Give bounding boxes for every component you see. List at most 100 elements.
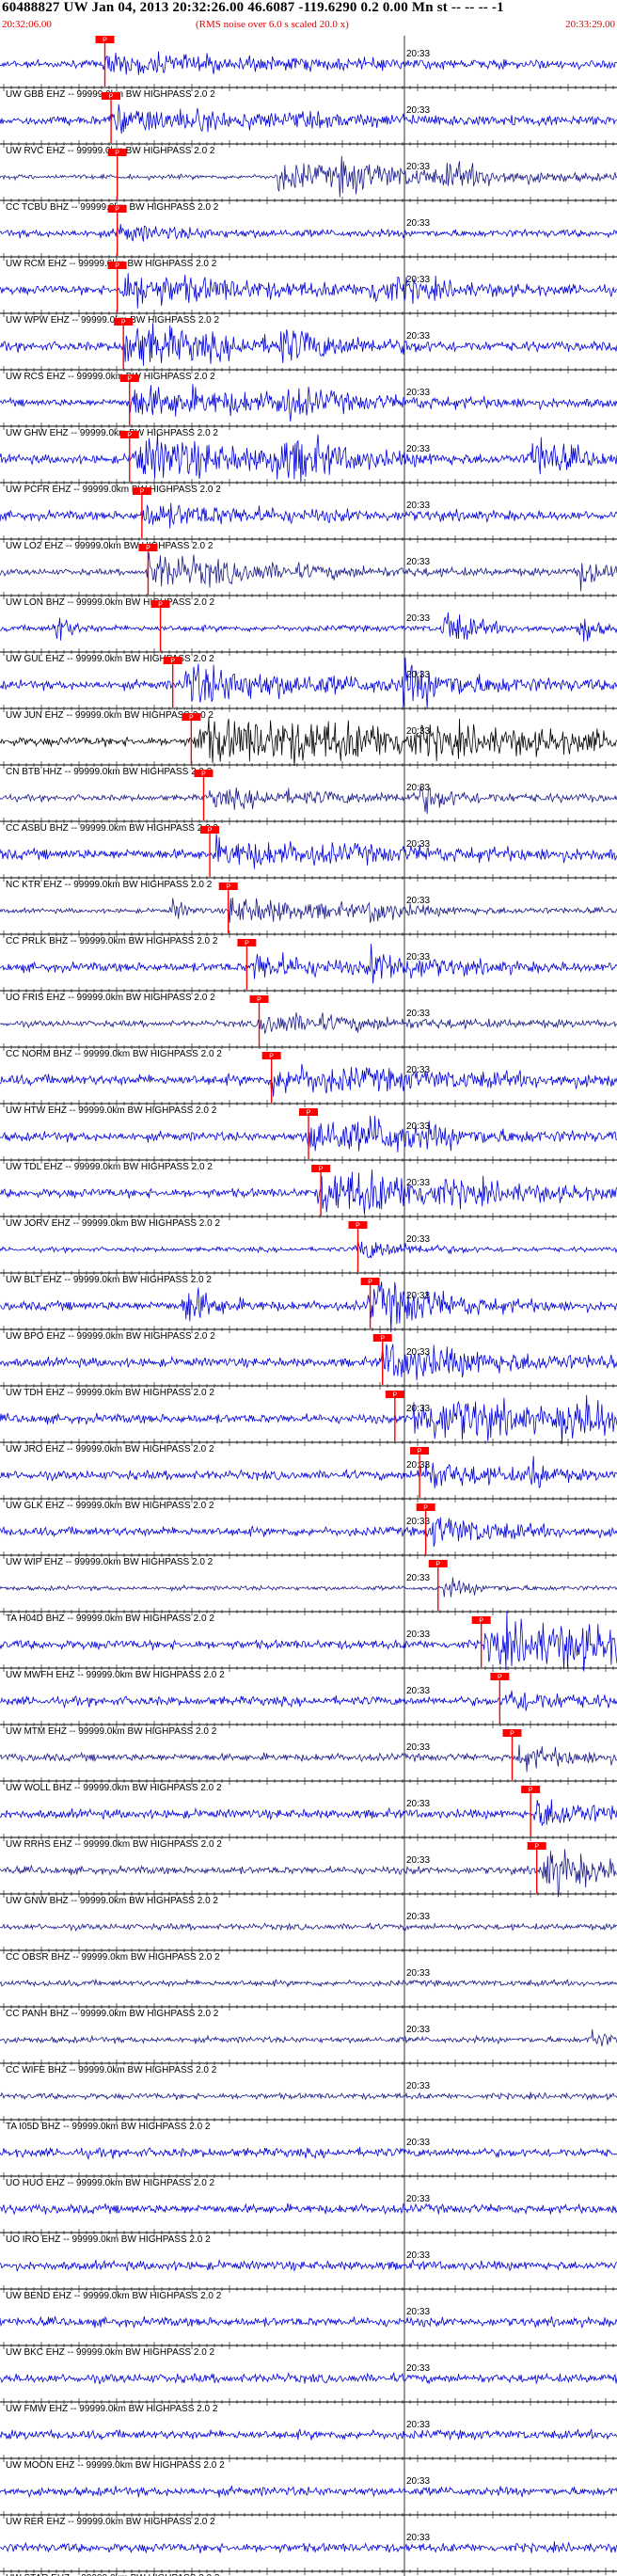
trace-axis-ticks	[3, 2568, 614, 2575]
station-label: UW TDL EHZ -- 99999.0km BW HIGHPASS 2.0 …	[6, 1162, 213, 1172]
station-label: UW BEND EHZ -- 99999.0km BW HIGHPASS 2.0…	[6, 2291, 222, 2301]
noise-note-label: (RMS noise over 6.0 s scaled 20.0 x)	[196, 19, 349, 30]
trace-row: P 20:33 UW TDL EHZ -- 99999.0km BW HIGHPAS…	[0, 1108, 617, 1172]
trace-axis-ticks	[3, 761, 614, 769]
p-pick-label: P	[479, 1618, 483, 1625]
p-pick-label: P	[115, 151, 119, 157]
station-label: CC WIFE BHZ -- 99999.0km BW HIGHPASS 2.0…	[6, 2065, 217, 2075]
p-pick-flag	[249, 995, 269, 1003]
waveform-trace	[0, 502, 617, 529]
station-label: UW RER EHZ -- 99999.0km BW HIGHPASS 2.0 …	[6, 2517, 215, 2527]
trace-axis-ticks	[3, 1721, 614, 1728]
waveform-trace	[0, 434, 617, 484]
p-pick-label: P	[418, 1449, 422, 1455]
waveform-trace	[0, 1063, 617, 1097]
p-pick-label: P	[189, 715, 194, 722]
trace-row: 20:33 UW BKC EHZ -- 99999.0km BW HIGHPASS…	[0, 2307, 617, 2358]
trace-row: 20:33 UO HUO EHZ -- 99999.0km BW HIGHPASS…	[0, 2138, 617, 2188]
p-pick-label: P	[498, 1675, 502, 1681]
p-pick-flag	[182, 713, 201, 721]
waveform-trace	[0, 2485, 617, 2498]
waveform-trace	[0, 1611, 617, 1672]
trace-axis-ticks	[3, 987, 614, 994]
waveform-trace	[0, 897, 617, 923]
waveform-trace	[0, 1577, 617, 1598]
station-label: NC KTR EHZ -- 99999.0km BW HIGHPASS 2.0 …	[6, 880, 213, 890]
trace-axis-ticks	[3, 2059, 614, 2067]
p-pick-label: P	[393, 1392, 398, 1399]
trace-axis-ticks	[3, 2455, 614, 2462]
waveform-trace	[0, 384, 617, 422]
minute-tick-label: 20:33	[406, 1460, 430, 1471]
p-pick-label: P	[356, 1223, 360, 1230]
minute-tick-label: 20:33	[406, 218, 430, 229]
waveform-trace	[0, 2028, 617, 2047]
trace-axis-ticks	[3, 310, 614, 317]
trace-axis-ticks	[3, 1382, 614, 1390]
waveform-trace	[0, 1012, 617, 1035]
waveform-trace	[0, 717, 617, 767]
waveform-trace	[0, 944, 617, 984]
p-pick-flag	[95, 36, 115, 43]
trace-axis-ticks	[3, 648, 614, 656]
waveform-trace	[0, 103, 617, 135]
p-pick-label: P	[319, 1167, 324, 1173]
p-pick-label: P	[226, 884, 230, 891]
p-pick-flag	[527, 1842, 546, 1850]
minute-tick-label: 20:33	[406, 613, 430, 624]
p-pick-flag	[385, 1391, 404, 1398]
p-pick-label: P	[127, 433, 132, 439]
minute-tick-label: 20:33	[406, 1742, 430, 1753]
station-label: CC PANH BHZ -- 99999.0km BW HIGHPASS 2.0…	[6, 2009, 219, 2019]
minute-tick-label: 20:33	[406, 501, 430, 511]
waveform-trace	[0, 1169, 617, 1215]
minute-tick-label: 20:33	[406, 2025, 430, 2035]
trace-row: P 20:33 UW RCS EHZ -- 99999.0km BW HIGHPAS…	[0, 318, 617, 382]
minute-tick-label: 20:33	[406, 783, 430, 793]
waveform-trace	[0, 1240, 617, 1259]
waveform-trace	[0, 2371, 617, 2385]
trace-row: P 20:33 UW GUL EHZ -- 99999.0km BW HIGHPAS…	[0, 600, 617, 664]
trace-axis-ticks	[3, 818, 614, 825]
trace-row: P 20:33 CC NORM BHZ -- 99999.0km BW HIGHPA…	[0, 995, 617, 1059]
station-label: UW FMW EHZ -- 99999.0km BW HIGHPASS 2.0 …	[6, 2404, 218, 2414]
p-pick-label: P	[109, 94, 114, 101]
minute-tick-label: 20:33	[406, 2307, 430, 2317]
trace-axis-ticks	[3, 874, 614, 882]
trace-axis-ticks	[3, 535, 614, 543]
trace-row: P 20:33 UW JORV EHZ -- 99999.0km BW HIGHPA…	[0, 1165, 617, 1229]
p-pick-label: P	[158, 602, 163, 609]
p-pick-label: P	[435, 1562, 440, 1568]
station-label: UW LON BHZ -- 99999.0km BW HIGHPASS 2.0 …	[6, 597, 215, 608]
waveform-trace	[0, 2202, 617, 2216]
minute-tick-label: 20:33	[406, 1404, 430, 1414]
p-pick-flag	[163, 657, 182, 664]
trace-axis-ticks	[3, 2172, 614, 2180]
trace-row: P 20:33 TA H04D BHZ -- 99999.0km BW HIGHPA…	[0, 1560, 617, 1624]
p-pick-label: P	[269, 1054, 274, 1060]
minute-tick-label: 20:33	[406, 2476, 430, 2487]
trace-row: P 20:33 UW RRHS EHZ -- 99999.0km BW HIGHPA…	[0, 1786, 617, 1850]
trace-row: P 20:33 UW BPO EHZ -- 99999.0km BW HIGHPAS…	[0, 1278, 617, 1342]
p-pick-label: P	[115, 207, 119, 214]
waveform-trace	[0, 612, 617, 643]
minute-tick-label: 20:33	[406, 726, 430, 737]
waveform-trace	[0, 51, 617, 75]
trace-axis-ticks	[3, 366, 614, 374]
minute-tick-label: 20:33	[406, 557, 430, 567]
trace-axis-ticks	[3, 930, 614, 938]
waveform-trace	[0, 1455, 617, 1488]
trace-axis-ticks	[3, 2229, 614, 2236]
trace-row: P 20:33 UW WOLL BHZ -- 99999.0km BW HIGHPA…	[0, 1729, 617, 1793]
trace-row: P 20:33 UW LON BHZ -- 99999.0km BW HIGHPAS…	[0, 544, 617, 608]
p-pick-flag	[119, 374, 139, 382]
station-label: UW PCFR EHZ -- 99999.0km BW HIGHPASS 2.0…	[6, 485, 221, 495]
trace-axis-ticks	[3, 1156, 614, 1164]
p-pick-label: P	[534, 1844, 539, 1851]
waveform-trace	[0, 2091, 617, 2101]
trace-axis-ticks	[3, 422, 614, 430]
waveform-trace	[0, 834, 617, 869]
waveform-trace	[0, 2428, 617, 2441]
